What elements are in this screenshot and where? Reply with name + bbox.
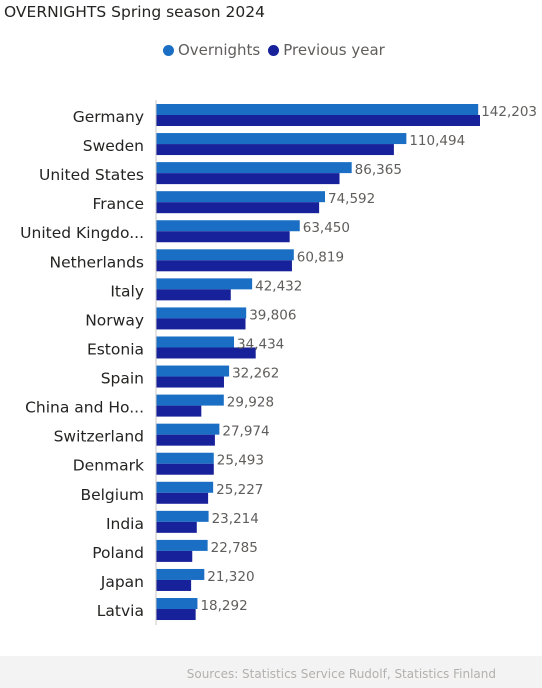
- category-label-denmark: Denmark: [73, 457, 144, 475]
- category-label-poland: Poland: [92, 544, 144, 562]
- category-label-spain: Spain: [101, 370, 144, 388]
- bar-chart: Germany 142,203 Sweden 110,494 United States…: [20, 100, 537, 626]
- bar-previous-year-netherlands[interactable]: [156, 260, 292, 272]
- bar-previous-year-india[interactable]: [156, 521, 197, 533]
- category-label-france: France: [92, 195, 144, 213]
- category-label-japan: Japan: [100, 573, 144, 591]
- bar-previous-year-germany[interactable]: [156, 115, 480, 126]
- source-note: Sources: Statistics Service Rudolf, Stat…: [186, 667, 496, 681]
- legend-dot-overnights: [163, 44, 174, 56]
- category-label-switzerland: Switzerland: [54, 428, 144, 446]
- bar-previous-year-united-states[interactable]: [156, 173, 340, 185]
- category-label-latvia: Latvia: [97, 602, 144, 620]
- bar-overnights-denmark[interactable]: [156, 452, 214, 464]
- data-label-norway: 39,806: [249, 307, 296, 323]
- bar-overnights-germany[interactable]: [156, 104, 479, 115]
- data-label-india: 23,214: [212, 511, 259, 527]
- legend-item-previous-year[interactable]: Previous year: [268, 41, 385, 59]
- bar-previous-year-latvia[interactable]: [156, 609, 196, 621]
- legend-label-previous-year: Previous year: [283, 41, 385, 59]
- data-label-germany: 142,203: [481, 104, 537, 120]
- data-label-estonia: 34,434: [237, 336, 284, 352]
- category-label-china-and-ho: China and Ho...: [25, 399, 144, 417]
- bar-previous-year-estonia[interactable]: [156, 347, 256, 359]
- category-label-germany: Germany: [73, 108, 144, 126]
- data-label-belgium: 25,227: [216, 482, 263, 498]
- category-label-netherlands: Netherlands: [50, 253, 144, 271]
- chart-legend: Overnights Previous year: [163, 40, 385, 60]
- category-label-united-kingdo: United Kingdo...: [20, 224, 144, 242]
- data-label-spain: 32,262: [232, 366, 279, 382]
- bar-overnights-switzerland[interactable]: [156, 423, 220, 435]
- data-label-united-states: 86,365: [355, 162, 402, 178]
- bar-previous-year-france[interactable]: [156, 202, 320, 214]
- data-label-japan: 21,320: [207, 569, 254, 585]
- footer: Sources: Statistics Service Rudolf, Stat…: [0, 656, 542, 688]
- category-label-sweden: Sweden: [83, 137, 144, 155]
- bar-previous-year-poland[interactable]: [156, 550, 193, 562]
- bar-overnights-china-and-ho[interactable]: [156, 394, 224, 406]
- bar-previous-year-spain[interactable]: [156, 376, 224, 388]
- bar-overnights-spain[interactable]: [156, 365, 230, 377]
- bar-overnights-norway[interactable]: [156, 307, 247, 319]
- bar-overnights-sweden[interactable]: [156, 133, 407, 145]
- bar-previous-year-belgium[interactable]: [156, 492, 209, 504]
- bar-previous-year-sweden[interactable]: [156, 144, 394, 156]
- bar-previous-year-norway[interactable]: [156, 318, 246, 330]
- data-label-france: 74,592: [328, 191, 375, 207]
- bar-previous-year-denmark[interactable]: [156, 463, 214, 475]
- legend-item-overnights[interactable]: Overnights: [163, 41, 260, 59]
- category-label-italy: Italy: [110, 282, 144, 300]
- bar-overnights-france[interactable]: [156, 191, 326, 203]
- bar-overnights-poland[interactable]: [156, 539, 208, 551]
- data-label-netherlands: 60,819: [297, 249, 344, 265]
- data-label-latvia: 18,292: [200, 598, 247, 614]
- chart-title: OVERNIGHTS Spring season 2024: [4, 3, 265, 21]
- bar-previous-year-japan[interactable]: [156, 579, 192, 591]
- data-label-sweden: 110,494: [409, 133, 465, 149]
- category-label-norway: Norway: [85, 311, 144, 329]
- data-label-italy: 42,432: [255, 278, 302, 294]
- category-label-india: India: [106, 515, 144, 533]
- bar-overnights-italy[interactable]: [156, 278, 253, 290]
- category-label-estonia: Estonia: [87, 340, 144, 358]
- bar-previous-year-switzerland[interactable]: [156, 434, 215, 446]
- bar-overnights-netherlands[interactable]: [156, 249, 294, 261]
- data-label-poland: 22,785: [211, 540, 258, 556]
- bar-overnights-india[interactable]: [156, 510, 209, 522]
- data-label-switzerland: 27,974: [222, 424, 269, 440]
- bar-overnights-estonia[interactable]: [156, 336, 235, 348]
- data-label-united-kingdo: 63,450: [303, 220, 350, 236]
- data-label-china-and-ho: 29,928: [227, 395, 274, 411]
- bar-previous-year-italy[interactable]: [156, 289, 231, 301]
- category-label-united-states: United States: [39, 166, 144, 184]
- legend-dot-previous-year: [268, 44, 280, 56]
- bar-overnights-united-states[interactable]: [156, 162, 352, 174]
- data-label-denmark: 25,493: [217, 453, 264, 469]
- bar-overnights-united-kingdo[interactable]: [156, 220, 300, 232]
- bar-overnights-latvia[interactable]: [156, 598, 198, 610]
- bar-previous-year-china-and-ho[interactable]: [156, 405, 202, 417]
- category-label-belgium: Belgium: [80, 486, 144, 504]
- bar-overnights-japan[interactable]: [156, 568, 205, 580]
- bar-previous-year-united-kingdo[interactable]: [156, 231, 290, 243]
- legend-label-overnights: Overnights: [178, 41, 261, 59]
- bar-overnights-belgium[interactable]: [156, 481, 214, 493]
